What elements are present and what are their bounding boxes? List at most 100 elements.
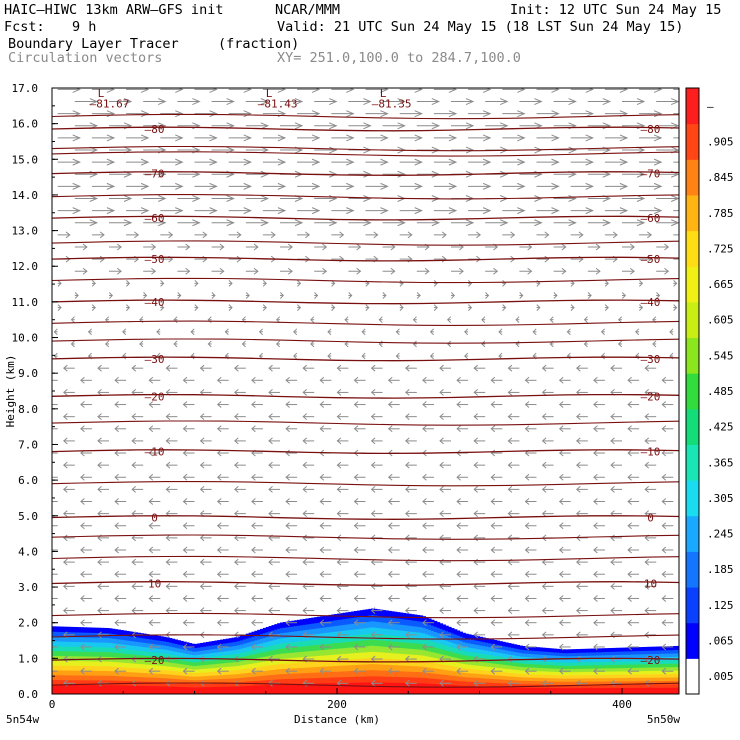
tracer-cell	[57, 655, 62, 661]
tracer-cell	[163, 649, 167, 654]
circulation-vector	[422, 546, 434, 554]
circulation-vector	[468, 207, 492, 215]
tracer-cell	[413, 620, 418, 627]
tracer-cell	[74, 646, 79, 652]
tracer-cell	[208, 682, 213, 688]
tracer-cell	[214, 663, 218, 668]
tracer-cell	[294, 625, 298, 632]
tracer-cell	[146, 664, 150, 669]
tracer-cell	[359, 652, 364, 659]
tracer-cell	[131, 689, 136, 694]
tracer-cell	[69, 660, 73, 666]
tracer-cell	[641, 660, 646, 665]
tracer-cell	[317, 644, 321, 651]
tracer-cell	[488, 654, 492, 660]
tracer-cell	[83, 665, 87, 671]
tracer-cell	[422, 655, 426, 662]
tracer-cell	[545, 654, 549, 659]
tracer-cell	[291, 631, 295, 638]
circulation-vector	[336, 558, 349, 566]
tracer-cell	[351, 646, 355, 654]
tracer-cell	[527, 653, 532, 658]
tracer-cell	[200, 690, 204, 694]
tracer-cell	[636, 663, 640, 668]
circulation-vector	[344, 316, 349, 324]
tracer-cell	[550, 671, 555, 676]
tracer-cell	[339, 665, 344, 672]
tracer-cell	[334, 636, 338, 644]
right-endpoint-label: 5n50w	[647, 713, 680, 726]
tracer-cell	[613, 664, 617, 669]
tracer-cell	[339, 688, 344, 694]
circulation-vector	[199, 558, 212, 566]
tracer-cell	[117, 657, 121, 663]
y-tick-label: 14.0	[12, 189, 39, 202]
tracer-cell	[262, 679, 267, 686]
tracer-cell	[228, 650, 233, 655]
tracer-cell	[542, 667, 546, 672]
circulation-vector	[216, 425, 229, 433]
circulation-vector	[251, 522, 263, 530]
tracer-cell	[596, 661, 600, 666]
tracer-cell	[117, 661, 121, 668]
tracer-cell	[322, 671, 327, 678]
tracer-cell	[616, 687, 620, 692]
tracer-cell	[636, 660, 640, 665]
tracer-cell	[633, 657, 637, 662]
circulation-vector	[570, 110, 594, 118]
circulation-vector	[302, 510, 315, 518]
tracer-cell	[519, 676, 523, 681]
tracer-cell	[305, 650, 310, 657]
circulation-vector	[302, 461, 315, 469]
tracer-cell	[97, 689, 102, 694]
circulation-vector	[519, 267, 533, 275]
circulation-vector	[524, 425, 537, 433]
tracer-cell	[86, 689, 90, 694]
tracer-cell	[579, 668, 583, 673]
tracer-cell	[217, 686, 221, 691]
tracer-cell	[485, 654, 489, 659]
tracer-cell	[547, 667, 552, 672]
tracer-cell	[160, 665, 164, 670]
circulation-vector	[422, 498, 434, 505]
tracer-cell	[545, 680, 549, 685]
circulation-vector	[114, 449, 127, 457]
tracer-cell	[197, 690, 201, 694]
colorbar-swatch	[686, 658, 699, 695]
circulation-vector	[353, 546, 366, 554]
circulation-vector	[439, 534, 451, 542]
circulation-vector	[656, 219, 679, 227]
circulation-vector	[536, 182, 560, 190]
tracer-cell	[448, 641, 452, 647]
tracer-cell	[86, 684, 90, 690]
circulation-vector	[412, 340, 417, 348]
tracer-cell	[470, 672, 475, 678]
circulation-vector	[468, 158, 492, 166]
circulation-vector	[74, 219, 99, 227]
tracer-cell	[274, 639, 278, 645]
tracer-cell	[622, 680, 626, 685]
tracer-cell	[388, 670, 392, 677]
tracer-cell	[547, 654, 552, 659]
tracer-cell	[576, 652, 580, 657]
tracer-cell	[547, 651, 552, 656]
tracer-cell	[220, 682, 224, 687]
tracer-cell	[254, 630, 258, 636]
tracer-cell	[602, 677, 606, 682]
tracer-cell	[470, 664, 475, 670]
tracer-cell	[128, 658, 133, 664]
tracer-cell	[516, 669, 520, 674]
tracer-cell	[203, 686, 207, 691]
circulation-vector	[114, 498, 127, 505]
circulation-vector	[456, 401, 469, 408]
tracer-cell	[334, 676, 338, 684]
tracer-cell	[194, 683, 198, 688]
tracer-cell	[163, 657, 167, 662]
tracer-cell	[647, 673, 652, 678]
tracer-cell	[459, 671, 463, 677]
tracer-cell	[137, 658, 141, 664]
circulation-vector	[348, 219, 372, 227]
tracer-cell	[163, 673, 167, 679]
tracer-cell	[667, 670, 672, 675]
temperature-contour	[52, 481, 679, 487]
